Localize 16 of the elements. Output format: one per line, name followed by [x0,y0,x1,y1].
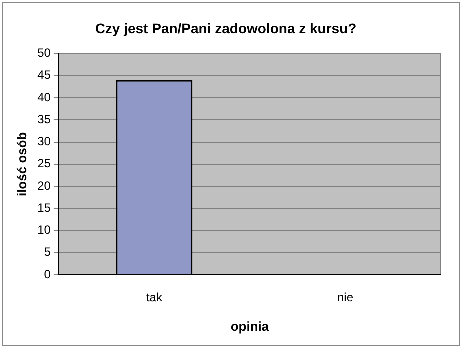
y-tick-label: 20 [38,178,52,193]
x-axis-title: opinia [230,318,270,334]
y-tick-label: 10 [38,223,52,238]
y-axis-title: ilość osób [14,132,30,197]
y-tick-label: 30 [38,134,52,149]
y-tick-label: 15 [38,200,52,215]
x-tick-label: nie [337,290,354,305]
y-tick-label: 0 [44,267,52,282]
y-tick-label: 50 [38,46,52,60]
x-tick-label: tak [146,290,164,305]
y-tick-label: 25 [38,156,52,171]
chart-title: Czy jest Pan/Pani zadowolona z kursu? [95,20,357,36]
y-tick-label: 40 [38,90,52,104]
y-tick-label: 45 [38,68,52,82]
y-tick-label: 5 [44,245,52,260]
y-tick-label: 35 [38,112,52,126]
